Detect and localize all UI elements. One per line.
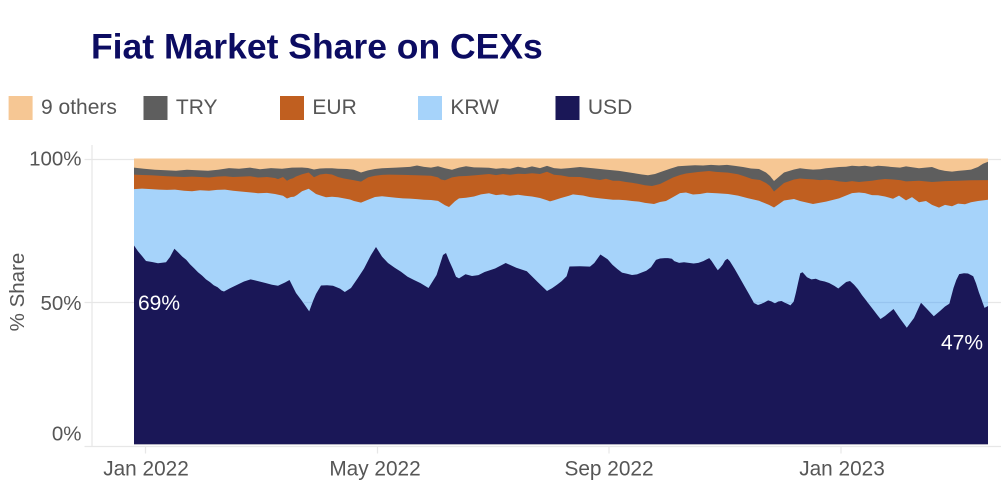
svg-text:50%: 50%: [40, 292, 81, 315]
svg-text:69%: 69%: [138, 292, 180, 315]
svg-text:USD: USD: [588, 96, 632, 119]
svg-text:EUR: EUR: [312, 96, 356, 119]
svg-text:0%: 0%: [52, 423, 82, 446]
svg-text:9 others: 9 others: [41, 96, 117, 119]
svg-text:% Share: % Share: [6, 253, 29, 332]
svg-text:Jan 2023: Jan 2023: [799, 458, 885, 481]
svg-text:Sep 2022: Sep 2022: [564, 458, 653, 481]
svg-text:TRY: TRY: [176, 96, 218, 119]
svg-text:KRW: KRW: [450, 96, 499, 119]
svg-text:47%: 47%: [941, 332, 983, 355]
svg-text:Jan 2022: Jan 2022: [103, 458, 189, 481]
svg-text:100%: 100%: [29, 148, 81, 171]
svg-text:May 2022: May 2022: [329, 458, 420, 481]
svg-text:Fiat Market Share on CEXs: Fiat Market Share on CEXs: [91, 27, 543, 67]
